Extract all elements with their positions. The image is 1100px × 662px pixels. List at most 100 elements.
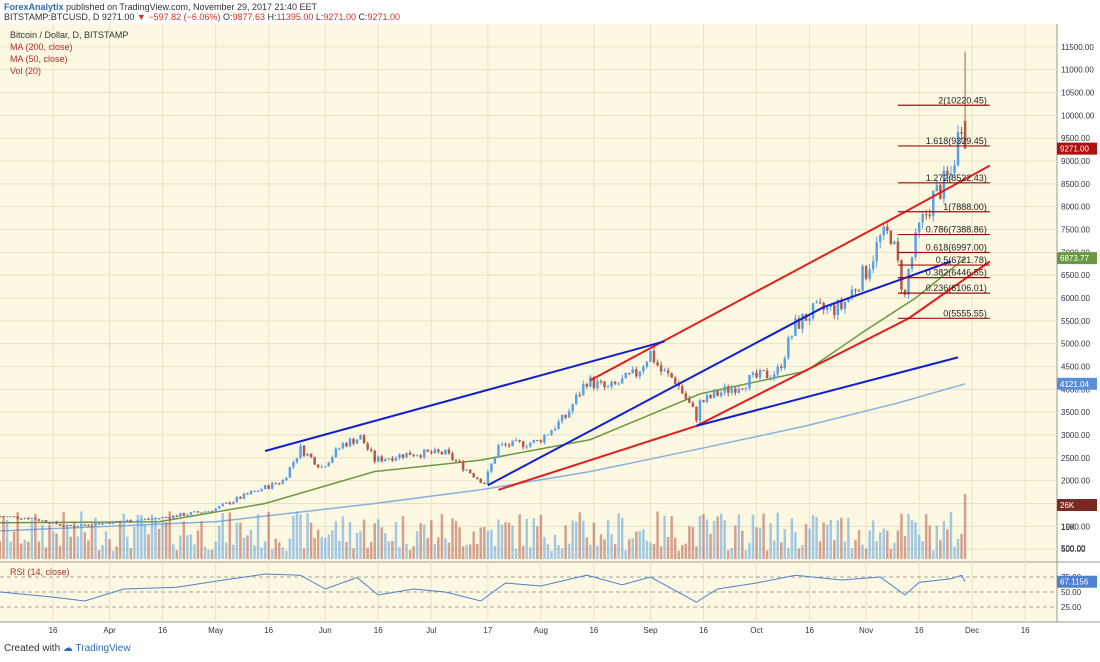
volume-bar xyxy=(914,522,917,559)
volume-bar xyxy=(260,547,263,559)
volume-bar xyxy=(490,529,493,559)
candle-body xyxy=(394,458,398,461)
candle-body xyxy=(447,449,451,454)
volume-bar xyxy=(111,550,115,559)
volume-bar xyxy=(514,548,518,559)
volume-bar xyxy=(147,534,150,559)
volume-bar xyxy=(624,550,627,559)
candle-body xyxy=(525,446,528,448)
volume-bar xyxy=(451,518,454,559)
fib-level-label: 2(10220.45) xyxy=(938,95,987,105)
volume-bar xyxy=(617,513,620,559)
candle-body xyxy=(681,386,684,394)
volume-bar xyxy=(525,518,528,559)
volume-bar xyxy=(309,522,313,559)
ohlc-line: BITSTAMP:BTCUSD, D 9271.00 ▼ −597.82 (−6… xyxy=(4,12,1096,22)
volume-bar xyxy=(338,540,341,559)
legend-vol[interactable]: Vol (20) xyxy=(10,66,41,76)
change-value: −597.82 (−6.06%) xyxy=(148,12,221,22)
candle-body xyxy=(504,444,507,446)
volume-bar xyxy=(454,520,458,559)
price-tick-label: 10000.00 xyxy=(1061,111,1095,120)
volume-bar xyxy=(592,522,596,559)
candle-body xyxy=(748,375,751,389)
volume-bar xyxy=(560,548,564,559)
volume-bar xyxy=(553,534,557,559)
candle-body xyxy=(886,226,889,231)
legend-ma200[interactable]: MA (200, close) xyxy=(10,42,73,52)
candle-body xyxy=(483,483,486,485)
volume-bar xyxy=(37,541,41,559)
candle-body xyxy=(932,191,935,217)
fib-level-label: 1.618(9329.45) xyxy=(926,136,987,146)
publisher-name[interactable]: ForexAnalytix xyxy=(4,2,64,12)
volume-bar xyxy=(87,540,90,559)
fib-level-label: 0.5(6721.78) xyxy=(936,255,987,265)
candle-body xyxy=(126,520,129,522)
volume-bar xyxy=(599,534,603,559)
candle-body xyxy=(479,478,483,484)
candle-body xyxy=(790,335,794,338)
volume-badge-label: 26K xyxy=(1060,501,1075,510)
price-badge-label: 4121.04 xyxy=(1060,380,1089,389)
time-tick-label: Jul xyxy=(426,626,436,635)
price-chart-svg[interactable]: 2(10220.45) 1.618(9329.45) 1.272(8522.43) 1… xyxy=(0,24,1100,636)
candle-body xyxy=(589,376,592,387)
candle-body xyxy=(274,482,277,484)
candle-body xyxy=(585,383,589,387)
volume-bar xyxy=(12,531,16,559)
candle-body xyxy=(574,394,578,405)
candle-body xyxy=(557,421,560,429)
ohlc-h-label: H: xyxy=(267,12,277,22)
volume-bar xyxy=(536,526,539,559)
ohlc-high: 11395.00 xyxy=(276,12,314,22)
candle-body xyxy=(610,381,613,387)
candle-body xyxy=(51,521,55,524)
volume-bar xyxy=(348,521,352,559)
volume-bar xyxy=(543,536,546,559)
price-tick-label: 11000.00 xyxy=(1061,66,1094,75)
legend-ma50[interactable]: MA (50, close) xyxy=(10,54,68,64)
price-tick-label: 6000.00 xyxy=(1061,294,1090,303)
volume-bar xyxy=(610,534,613,559)
candle-body xyxy=(405,452,408,458)
time-tick-label: 16 xyxy=(915,626,924,635)
volume-bar xyxy=(928,525,931,559)
ohlc-c-label: C: xyxy=(358,12,368,22)
volume-bar xyxy=(808,528,811,559)
legend-rsi[interactable]: RSI (14, close) xyxy=(10,567,70,577)
created-with-label: Created with xyxy=(4,643,61,654)
volume-bar xyxy=(631,538,635,559)
candle-body xyxy=(857,290,861,292)
candle-body xyxy=(797,318,801,329)
volume-bar xyxy=(507,522,511,559)
volume-bar xyxy=(366,547,369,559)
price-tick-label: 2000.00 xyxy=(1061,477,1090,486)
candle-body xyxy=(490,463,493,472)
volume-bar xyxy=(606,519,610,559)
time-tick-label: 16 xyxy=(699,626,708,635)
tradingview-brand[interactable]: TradingView xyxy=(75,643,131,654)
candle-body xyxy=(58,524,62,526)
volume-bar xyxy=(691,526,695,559)
candle-body xyxy=(953,165,956,174)
candle-body xyxy=(454,459,458,461)
volume-bar xyxy=(355,532,359,559)
candle-body xyxy=(875,241,878,262)
volume-bar xyxy=(688,525,691,559)
volume-bar xyxy=(430,520,433,559)
candle-body xyxy=(617,383,620,385)
time-tick-label: 16 xyxy=(1021,626,1030,635)
candle-body xyxy=(666,370,670,374)
price-tick-label: 5500.00 xyxy=(1061,317,1090,326)
volume-bar xyxy=(377,519,380,559)
volume-bar xyxy=(893,542,896,559)
candle-body xyxy=(507,444,511,447)
volume-bar xyxy=(712,520,716,559)
candle-body xyxy=(451,453,454,460)
candle-body xyxy=(521,441,525,448)
price-tick-label: 3500.00 xyxy=(1061,408,1090,417)
volume-bar xyxy=(864,548,868,559)
volume-bar xyxy=(532,518,536,559)
chart-area[interactable]: 2(10220.45) 1.618(9329.45) 1.272(8522.43) 1… xyxy=(0,24,1100,636)
